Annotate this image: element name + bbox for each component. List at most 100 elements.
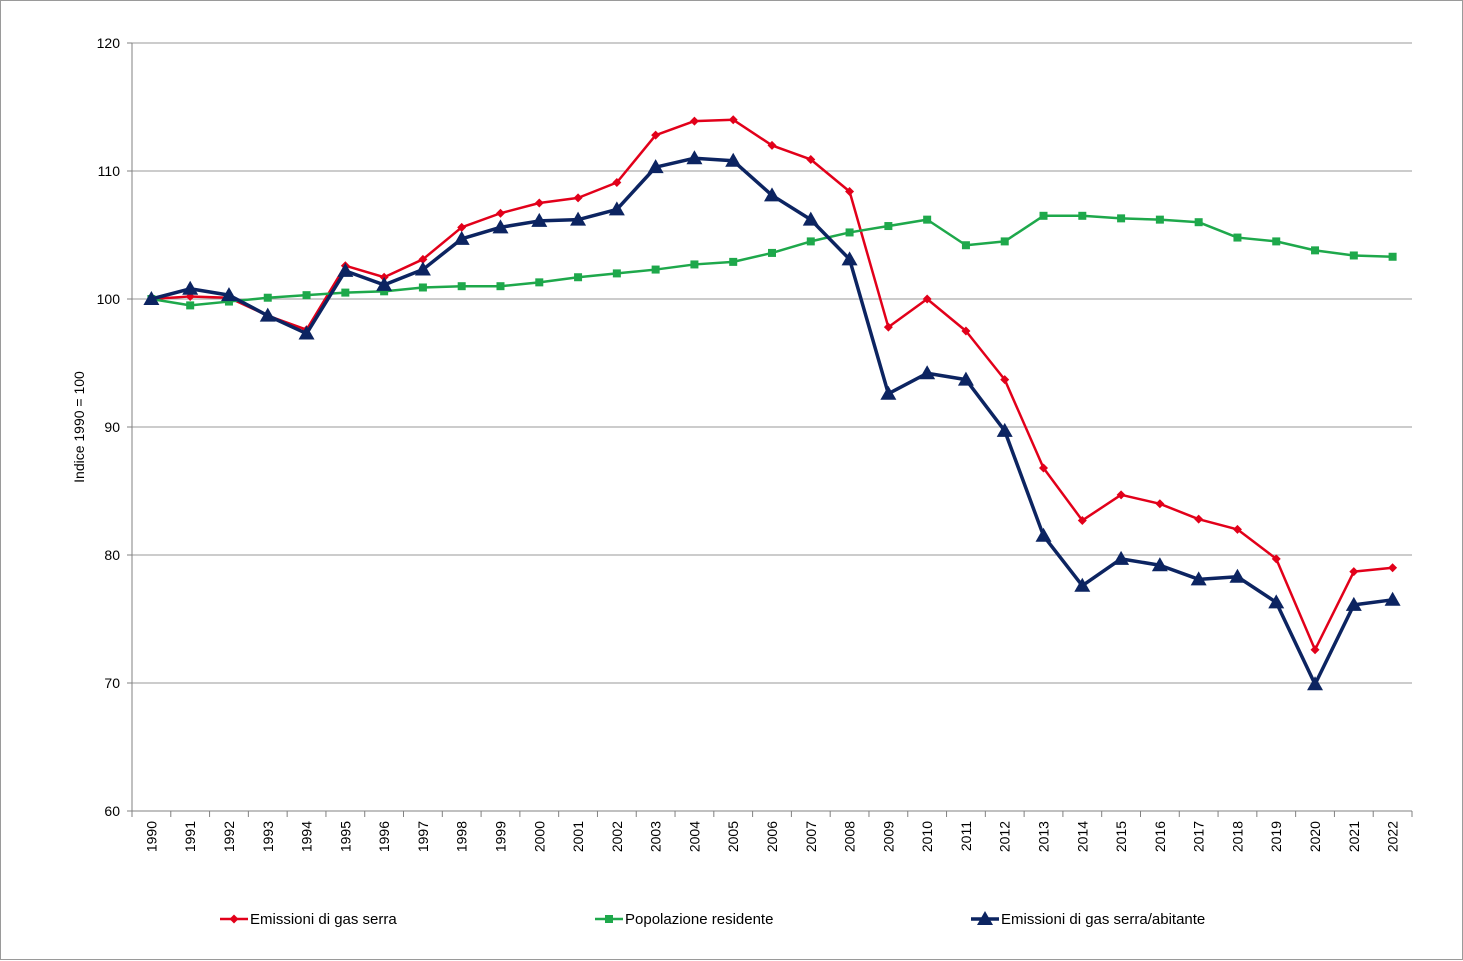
x-tick-label-2013: 2013 xyxy=(1036,821,1052,852)
data-point-3-1992 xyxy=(220,287,237,302)
legend-swatch-marker-2 xyxy=(605,915,613,923)
data-point-1-2001 xyxy=(573,193,583,203)
data-point-1-2007 xyxy=(806,154,816,164)
data-point-1-2010 xyxy=(922,294,932,304)
data-point-1-1998 xyxy=(457,222,467,232)
x-tick-label-1993: 1993 xyxy=(260,821,276,852)
data-point-2-1995 xyxy=(341,288,350,297)
data-point-1-2006 xyxy=(767,140,777,150)
x-tick-label-2010: 2010 xyxy=(919,821,935,852)
x-tick-label-2018: 2018 xyxy=(1229,821,1245,852)
data-point-3-2007 xyxy=(802,211,819,226)
data-point-2-2007 xyxy=(806,237,815,246)
data-point-2-1994 xyxy=(302,291,311,300)
data-point-3-2014 xyxy=(1074,577,1091,592)
x-tick-label-2001: 2001 xyxy=(570,821,586,852)
x-tick-label-1999: 1999 xyxy=(492,821,508,852)
data-point-3-1995 xyxy=(337,262,354,277)
axes xyxy=(127,42,1413,817)
data-point-2-2012 xyxy=(1000,237,1009,246)
data-point-3-2008 xyxy=(841,251,858,266)
data-point-2-2013 xyxy=(1039,211,1048,220)
x-tick-label-2009: 2009 xyxy=(880,821,896,852)
data-point-2-1996 xyxy=(380,287,389,296)
legend-label-3: Emissioni di gas serra/abitante xyxy=(1001,911,1205,928)
series-2 xyxy=(147,211,1397,310)
legend-item-1: Emissioni di gas serra xyxy=(220,911,397,928)
data-point-3-1994 xyxy=(298,325,315,340)
y-tick-label-70: 70 xyxy=(104,675,120,691)
data-point-3-1998 xyxy=(453,230,470,245)
x-tick-label-2017: 2017 xyxy=(1191,821,1207,852)
x-tick-label-1992: 1992 xyxy=(221,821,237,852)
x-tick-label-2008: 2008 xyxy=(842,821,858,852)
x-tick-labels: 1990 1991 1992 1993 1994 1995 1996 1997 1998 1999… xyxy=(143,821,1400,852)
data-point-3-2003 xyxy=(647,159,664,174)
x-tick-label-2003: 2003 xyxy=(648,821,664,852)
data-point-3-2002 xyxy=(608,201,625,216)
y-tick-label-80: 80 xyxy=(104,547,120,563)
data-point-2-1991 xyxy=(186,301,195,310)
data-point-3-2015 xyxy=(1113,550,1130,565)
data-point-3-2013 xyxy=(1035,527,1052,542)
data-point-1-2018 xyxy=(1232,524,1242,534)
x-tick-label-1996: 1996 xyxy=(376,821,392,852)
data-point-2-2022 xyxy=(1388,252,1397,261)
data-point-2-2002 xyxy=(612,269,621,278)
data-point-2-2008 xyxy=(845,228,854,237)
data-point-2-1998 xyxy=(457,282,466,291)
data-point-3-2017 xyxy=(1190,571,1207,586)
series-lines xyxy=(143,115,1401,691)
legend-item-2: Popolazione residente xyxy=(595,911,773,928)
data-point-3-2000 xyxy=(531,212,548,227)
data-point-3-2004 xyxy=(686,150,703,165)
x-tick-label-1990: 1990 xyxy=(143,821,159,852)
data-point-2-2006 xyxy=(768,248,776,257)
data-point-3-2010 xyxy=(919,365,936,380)
data-point-1-2002 xyxy=(612,178,622,188)
legend: Emissioni di gas serra Popolazione reside… xyxy=(220,911,1205,928)
data-point-3-2022 xyxy=(1384,591,1401,606)
data-point-2-1993 xyxy=(263,293,272,302)
series-1 xyxy=(146,115,1398,655)
data-point-2-2016 xyxy=(1155,215,1164,224)
x-tick-label-2019: 2019 xyxy=(1268,821,1284,852)
data-point-1-1999 xyxy=(495,208,505,218)
x-tick-label-2007: 2007 xyxy=(803,821,819,852)
y-axis-label: Indice 1990 = 100 xyxy=(71,371,87,483)
data-point-2-2011 xyxy=(961,241,970,250)
data-point-2-2003 xyxy=(651,265,660,274)
data-point-1-2017 xyxy=(1194,514,1204,524)
series-line-3 xyxy=(150,156,1393,687)
data-point-1-2009 xyxy=(883,322,893,332)
data-point-3-2018 xyxy=(1229,568,1246,583)
data-point-2-2018 xyxy=(1233,233,1242,242)
data-point-2-1997 xyxy=(418,283,427,292)
y-tick-label-110: 110 xyxy=(98,163,121,179)
data-point-1-2014 xyxy=(1077,515,1087,525)
data-point-3-2021 xyxy=(1345,596,1362,611)
data-point-3-2016 xyxy=(1151,557,1168,572)
data-point-1-2005 xyxy=(728,115,738,125)
data-point-1-2016 xyxy=(1155,499,1165,509)
legend-swatch-marker-3 xyxy=(977,911,993,925)
x-tick-label-1994: 1994 xyxy=(299,821,315,852)
x-tick-label-2021: 2021 xyxy=(1346,821,1362,852)
data-point-2-2009 xyxy=(884,222,893,231)
data-point-1-2020 xyxy=(1310,645,1320,655)
data-point-1-2015 xyxy=(1116,490,1126,500)
gridlines xyxy=(132,42,1412,812)
data-point-3-2012 xyxy=(996,422,1013,437)
y-tick-label-120: 120 xyxy=(97,35,121,51)
data-point-1-2022 xyxy=(1388,563,1398,573)
y-tick-label-60: 60 xyxy=(104,803,120,819)
data-point-3-2019 xyxy=(1268,594,1285,609)
data-point-2-2014 xyxy=(1078,211,1087,220)
data-point-1-2019 xyxy=(1271,554,1281,564)
legend-label-2: Popolazione residente xyxy=(625,911,773,928)
data-point-1-2004 xyxy=(689,116,699,126)
data-point-2-2021 xyxy=(1349,251,1358,260)
x-tick-label-2000: 2000 xyxy=(531,821,547,852)
data-point-1-2008 xyxy=(845,186,855,196)
